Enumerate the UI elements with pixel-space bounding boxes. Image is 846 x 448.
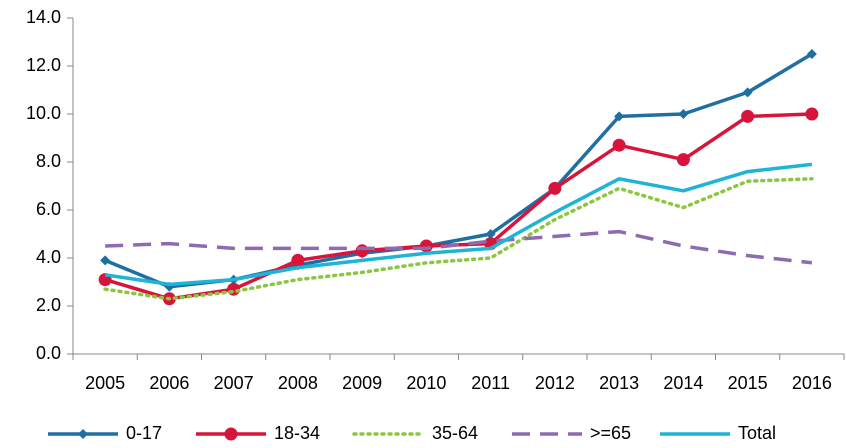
data-point [806, 49, 817, 59]
legend-label: 18-34 [274, 423, 320, 443]
x-tick-label: 2015 [728, 373, 768, 393]
data-point [419, 239, 433, 253]
x-tick-label: 2007 [214, 373, 254, 393]
legend-label: 35-64 [432, 423, 478, 443]
x-tick-label: 2005 [85, 373, 125, 393]
data-point [485, 229, 496, 239]
y-tick-label: 12.0 [26, 55, 61, 75]
series-line [103, 177, 814, 301]
legend-marker [224, 427, 238, 441]
data-point [676, 153, 690, 167]
x-tick-label: 2013 [599, 373, 639, 393]
data-point [100, 255, 111, 266]
y-tick-label: 0.0 [36, 343, 61, 363]
data-point [614, 111, 625, 122]
y-tick-label: 10.0 [26, 103, 61, 123]
y-tick-label: 8.0 [36, 151, 61, 171]
data-point [355, 244, 369, 258]
x-tick-label: 2008 [278, 373, 318, 393]
legend-label: >=65 [590, 423, 631, 443]
data-point [548, 181, 562, 195]
series-line [104, 112, 812, 301]
x-tick-label: 2014 [663, 373, 703, 393]
series-line [104, 162, 813, 287]
x-tick-label: 2012 [535, 373, 575, 393]
data-point [742, 87, 753, 98]
data-point [291, 253, 305, 267]
y-tick-label: 4.0 [36, 247, 61, 267]
y-tick-label: 6.0 [36, 199, 61, 219]
data-point [741, 109, 755, 123]
series-line [105, 229, 813, 265]
data-point [612, 138, 626, 152]
legend-label: Total [738, 423, 776, 443]
x-tick-label: 2006 [149, 373, 189, 393]
legend-marker [78, 429, 88, 439]
legend-label: 0-17 [126, 423, 162, 443]
x-tick-label: 2009 [342, 373, 382, 393]
data-point [678, 109, 689, 119]
y-tick-label: 2.0 [36, 295, 61, 315]
x-tick-label: 2011 [471, 373, 510, 393]
x-tick-label: 2010 [406, 373, 446, 393]
data-point [805, 107, 819, 121]
y-tick-label: 14.0 [26, 7, 61, 27]
x-tick-label: 2016 [792, 373, 832, 393]
